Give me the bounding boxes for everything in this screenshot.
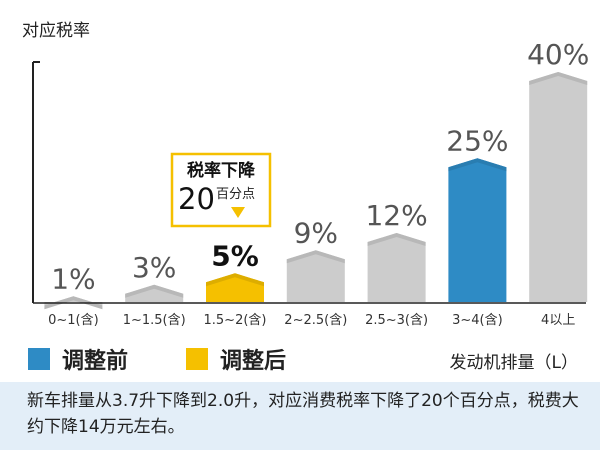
tick-label-5: 3~4(含) xyxy=(452,312,503,328)
caption: 新车排量从3.7升下降到2.0升，对应消费税率下降了20个百分点，税费大约下降1… xyxy=(0,382,600,450)
bar-4 xyxy=(367,233,426,302)
tick-label-2: 1.5~2(含) xyxy=(204,312,267,328)
tick-label-3: 2~2.5(含) xyxy=(284,312,347,328)
value-label-4: 12% xyxy=(365,199,427,232)
bar-1 xyxy=(125,284,184,302)
bar-cap-6 xyxy=(529,72,588,85)
callout-unit: 百分点 xyxy=(216,187,255,202)
bars-group: 1% 0~1(含) 3% 1~1.5(含) 5% 1.5~2(含) 9% 2~2.5(含) 12… xyxy=(44,38,589,328)
bar-cap-3 xyxy=(286,250,345,264)
bar-2 xyxy=(206,273,264,302)
callout-title: 税率下降 xyxy=(187,160,256,181)
tick-label-1: 1~1.5(含) xyxy=(123,312,186,328)
tick-label-0: 0~1(含) xyxy=(48,312,99,328)
callout-box xyxy=(170,152,272,228)
callout-number: 20 xyxy=(178,182,215,216)
value-label-6: 40% xyxy=(527,38,589,71)
bar-cap-1 xyxy=(125,284,184,298)
tick-label-4: 2.5~3(含) xyxy=(365,312,428,328)
y-axis-title: 对应税率 xyxy=(22,21,90,41)
value-label-0: 1% xyxy=(51,262,95,295)
tax-rate-bar-chart: 对应税率 1% 0~1(含) 3% 1~1.5(含) 5% 1.5~2(含) 9% 2~2.5… xyxy=(22,21,589,328)
value-label-1: 3% xyxy=(132,251,176,284)
value-label-5: 25% xyxy=(446,124,508,157)
value-label-2: 5% xyxy=(211,239,259,272)
callout-arrow xyxy=(231,207,245,218)
value-label-3: 9% xyxy=(294,216,338,249)
legend-swatch-before xyxy=(28,348,50,370)
legend-label-before: 调整前 xyxy=(62,349,129,374)
bar-3 xyxy=(286,250,345,302)
bar-cap-2 xyxy=(206,273,264,287)
bar-6 xyxy=(529,72,588,302)
x-axis-title: 发动机排量（L） xyxy=(449,353,578,373)
bar-5 xyxy=(448,158,507,302)
bar-0 xyxy=(44,296,103,306)
bar-cap-5 xyxy=(448,158,507,172)
legend-swatch-after xyxy=(186,348,208,370)
tick-label-6: 4以上 xyxy=(541,313,575,328)
legend-label-after: 调整后 xyxy=(220,349,287,374)
bar-cap-4 xyxy=(367,233,426,246)
